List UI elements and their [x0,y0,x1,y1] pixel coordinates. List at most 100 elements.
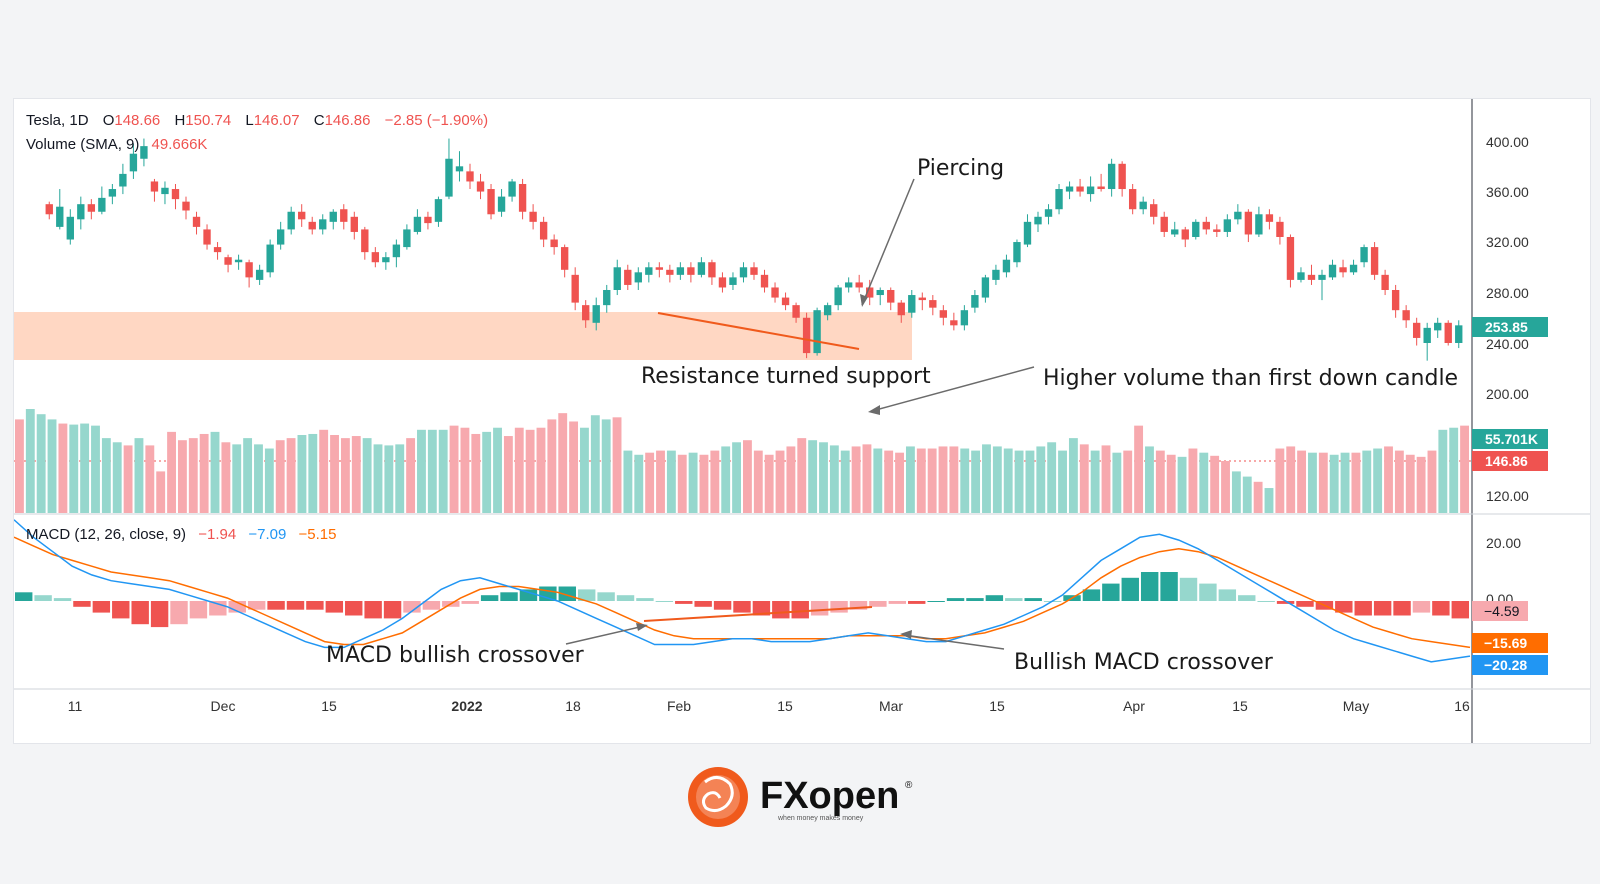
volume-bar [1123,450,1133,513]
volume-bar [1101,445,1111,513]
macd-histogram-bar [1005,598,1023,601]
volume-bar [840,450,850,513]
candle-body [382,257,390,263]
piercing-arrow [861,178,915,306]
macd-histogram-bar [616,595,635,601]
candle-body [1139,201,1147,210]
candle-body [140,146,148,159]
candle-body [834,287,842,306]
volume-bar [1264,488,1274,513]
macd-histogram-bar [927,601,945,602]
volume-bar [449,425,459,513]
macd-badge [1472,655,1548,675]
candle-body [518,183,527,212]
time-tick: 16 [1454,698,1470,714]
macd-histogram-bar [189,601,208,619]
candle-body [476,181,485,192]
candle-body [1118,163,1126,190]
volume-bar [601,419,611,513]
volume-bar [373,444,383,513]
macd-tick: 20.00 [1486,535,1521,551]
candle-body [582,305,590,321]
volume-bar [710,450,720,513]
candle-body [319,219,327,230]
registered-mark: ® [905,780,913,791]
candle-body [1128,189,1137,210]
last-price-badge-text: 253.85 [1485,319,1528,335]
time-tick: 15 [777,698,793,714]
volume-bar [1079,444,1089,513]
volume-bar [1177,456,1187,513]
candle-body [276,229,285,245]
time-tick: 15 [989,698,1005,714]
candle-body [1391,289,1400,311]
candle-body [992,269,1000,280]
candle-body [424,216,432,224]
volume-bar [47,419,57,513]
candle-body [697,262,706,275]
volume-bar [123,445,133,513]
volume-bar [417,429,426,513]
low-value: 146.07 [254,112,300,129]
volume-bar [732,442,741,513]
candle-body [224,257,232,265]
candle-body [550,239,558,248]
volume-bar [1394,450,1404,513]
volume-bar [1112,452,1122,513]
volume-bar [232,444,242,513]
candle-body [792,305,800,318]
volume-bar [938,446,948,513]
macd-histogram-bar [34,595,52,601]
macd-histogram-bar [1412,601,1431,613]
time-tick: 15 [1232,698,1248,714]
close-badge [1472,451,1548,471]
macd-cross-arrowhead [636,623,648,631]
macd-histogram-bar [1024,598,1042,601]
volume-bar [1318,452,1328,513]
volume-bar [1329,454,1339,513]
time-tick: Apr [1123,698,1145,714]
candle-body [560,247,569,270]
macd-hist-value: −1.94 [198,526,236,543]
candle-body [1150,204,1158,217]
macd-histogram-bar [53,598,72,601]
time-tick: Mar [879,698,903,714]
candle-body [108,189,117,197]
macd-histogram-bar [286,601,305,610]
volume-bar [1242,476,1252,513]
candle-body [1192,221,1200,237]
volume-bar [721,446,731,513]
candle-body [676,267,685,275]
candle-body [1202,221,1210,230]
candle-body [1360,247,1368,263]
volume-bar [743,440,752,513]
macd-line [13,519,1471,663]
volume-bar [753,450,763,513]
macd-divergence-line [643,606,873,622]
volume-bar [873,448,883,513]
macd-histogram-bar [1373,601,1392,616]
candle-body [655,267,664,270]
volume-bar [1427,450,1437,513]
candle-body [802,317,811,354]
signal-line [13,536,1471,649]
candle-body [487,189,495,215]
volume-bar [1036,446,1046,513]
candle-body [750,267,758,275]
chart-svg: Tesla, 1D O148.66 H150.74 L146.07 C146.8… [13,99,1590,743]
macd-histogram-bar [403,601,421,613]
macd-cross-arrow [565,625,645,645]
time-tick: 11 [68,698,83,714]
higher-volume-annotation: Higher volume than first down candle [1043,366,1458,391]
macd-line-value: −7.09 [248,526,286,543]
volume-bar [427,429,437,513]
macd-histogram-bar [500,592,518,601]
candle-body [1086,186,1095,195]
candle-body [171,189,180,200]
macd-histogram-bar [908,601,926,604]
candle-body [981,277,990,298]
price-tick: 320.00 [1486,234,1529,250]
volume-bar [1362,450,1372,513]
volume-bar [688,452,698,513]
volume-arrow [871,366,1035,412]
